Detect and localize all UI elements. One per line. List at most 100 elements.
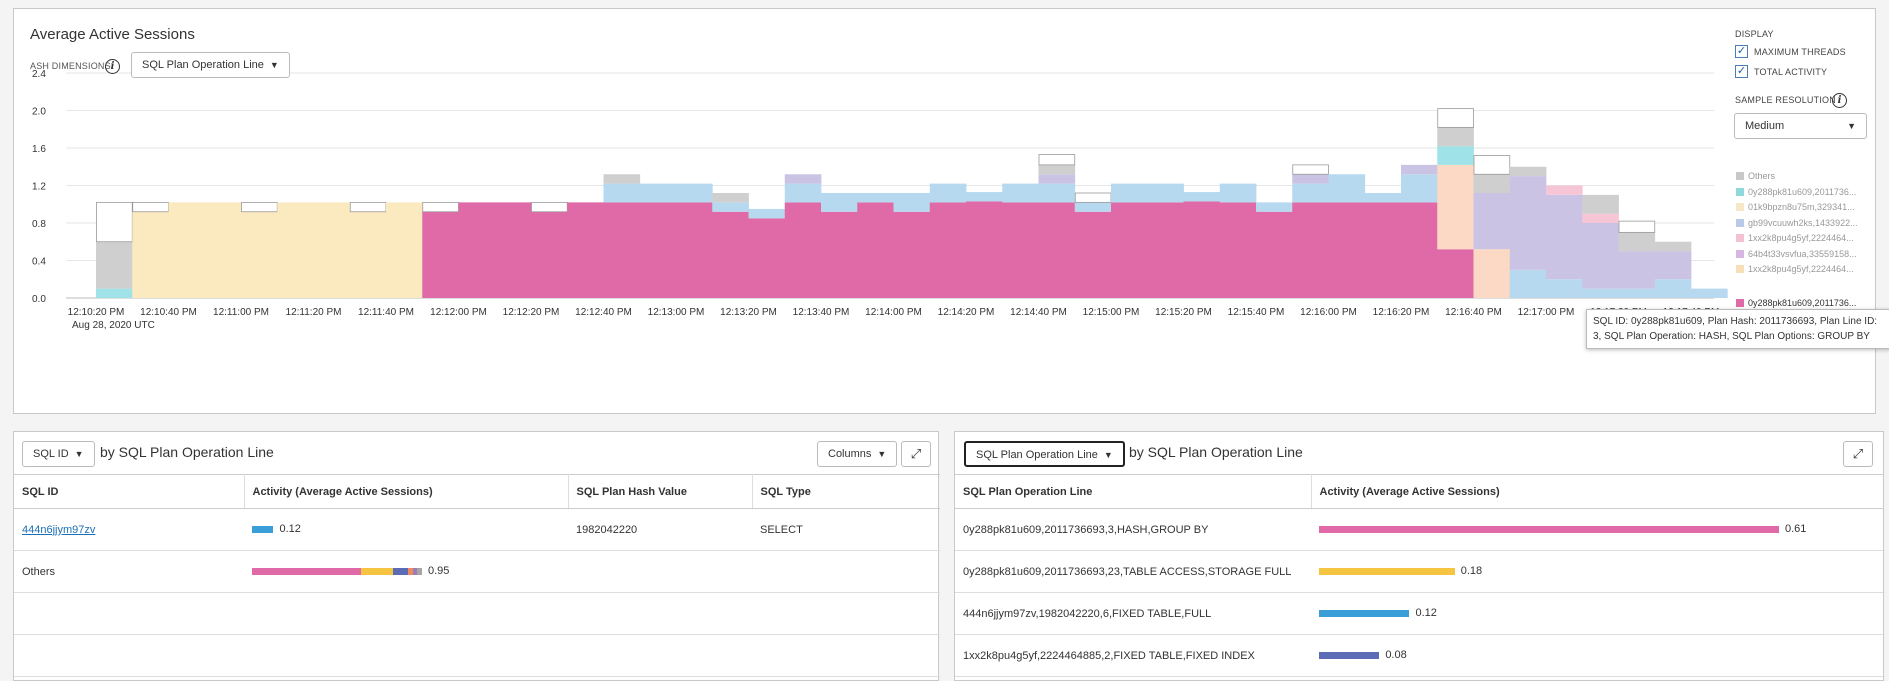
expand-icon[interactable]: ⤢ xyxy=(1843,441,1873,467)
plan-hash-cell xyxy=(568,550,752,593)
table-row[interactable]: 444n6jjym97zv,1982042220,6,FIXED TABLE,F… xyxy=(955,592,1883,635)
area-segment-blue xyxy=(676,183,713,203)
y-tick-label: 0.4 xyxy=(32,257,46,268)
caret-down-icon: ▼ xyxy=(1847,121,1856,131)
table-row[interactable]: 0y288pk81u609,2011736693,23,TABLE ACCESS… xyxy=(955,550,1883,593)
legend-swatch xyxy=(1736,234,1744,242)
legend-item[interactable]: Others xyxy=(1736,171,1876,181)
x-tick-label: 12:11:00 PM xyxy=(213,307,269,318)
legend-item[interactable]: 0y288pk81u609,2011736... xyxy=(1736,298,1876,308)
sql-id-cell[interactable]: 444n6jjym97zv xyxy=(14,508,244,551)
area-segment-blue xyxy=(1364,193,1402,203)
area-segment-pink xyxy=(821,211,858,298)
area-segment-blue xyxy=(821,193,858,212)
y-tick-label: 1.2 xyxy=(32,182,46,193)
column-header[interactable]: SQL Plan Operation Line xyxy=(955,474,1312,509)
info-icon[interactable]: i xyxy=(1832,93,1847,108)
sql-id-link[interactable]: 444n6jjym97zv xyxy=(22,523,96,536)
column-header[interactable]: Activity (Average Active Sessions) xyxy=(244,474,569,509)
activity-bar-segment xyxy=(1319,609,1410,617)
max-threads-segment xyxy=(1038,154,1076,166)
plan-hash-cell: 1982042220 xyxy=(568,508,752,551)
legend-item[interactable]: 0y288pk81u609,2011736... xyxy=(1736,187,1876,197)
area-segment-pink xyxy=(712,211,749,298)
area-segment-blue xyxy=(1074,202,1112,212)
info-icon[interactable]: i xyxy=(105,59,120,74)
area-segment-purple xyxy=(1292,174,1329,184)
max-threads-segment xyxy=(422,201,459,213)
x-tick-label: 12:10:40 PM xyxy=(140,307,197,318)
max-threads-segment xyxy=(1618,220,1656,233)
sample-resolution-select[interactable]: Medium ▼ xyxy=(1734,113,1867,139)
max-threads-segment xyxy=(1437,108,1474,128)
area-segment-pink xyxy=(676,202,713,298)
expand-icon[interactable]: ⤢ xyxy=(901,441,931,467)
dimension-select[interactable]: SQL Plan Operation Line ▼ xyxy=(964,441,1125,467)
table-row[interactable]: 0y288pk81u609,2011736693,3,HASH,GROUP BY… xyxy=(955,508,1883,551)
x-tick-label: 12:12:20 PM xyxy=(503,307,560,318)
dimension-select-value: SQL Plan Operation Line xyxy=(976,449,1098,461)
y-tick-label: 2.0 xyxy=(32,107,46,118)
x-tick-label: 12:16:20 PM xyxy=(1373,307,1430,318)
column-header[interactable]: Activity (Average Active Sessions) xyxy=(1311,474,1883,509)
activity-cell: 0.61 xyxy=(1311,508,1883,551)
total-activity-checkbox[interactable]: ✓ xyxy=(1735,65,1748,78)
area-segment-teal xyxy=(1437,146,1474,165)
x-tick-label: 12:13:40 PM xyxy=(793,307,850,318)
plan-line-cell: 444n6jjym97zv,1982042220,6,FIXED TABLE,F… xyxy=(955,592,1311,635)
max-threads-segment xyxy=(241,201,278,213)
ash-dimensions-label: ASH DIMENSIONS xyxy=(30,61,111,71)
activity-bar-segment xyxy=(1319,651,1380,659)
activity-bar-segment xyxy=(1319,525,1779,533)
area-segment-blue xyxy=(1038,183,1076,203)
activity-bar-segment xyxy=(407,567,414,575)
legend-item[interactable]: 1xx2k8pu4g5yf,2224464... xyxy=(1736,264,1876,274)
panel-header: SQL ID ▼ by SQL Plan Operation Line Colum… xyxy=(14,432,938,474)
date-label: Aug 28, 2020 UTC xyxy=(72,320,155,331)
area-segment-pink xyxy=(1328,202,1366,298)
plan-line-cell: 1xx2k8pu4g5yf,2224464885,2,FIXED TABLE,F… xyxy=(955,634,1311,677)
ash-dimension-select[interactable]: SQL Plan Operation Line ▼ xyxy=(131,52,290,78)
legend-item[interactable]: 01k9bpzn8u75m,329341... xyxy=(1736,202,1876,212)
plan-line-cell: 0y288pk81u609,2011736693,23,TABLE ACCESS… xyxy=(955,550,1311,593)
area-segment-gray xyxy=(1473,174,1511,193)
area-segment-yellow xyxy=(277,202,314,298)
legend-item[interactable]: 1xx2k8pu4g5yf,2224464... xyxy=(1736,233,1876,243)
area-segment-purple xyxy=(1618,251,1656,289)
maximum-threads-checkbox[interactable]: ✓ xyxy=(1735,45,1748,58)
dimension-select[interactable]: SQL ID ▼ xyxy=(22,441,95,467)
activity-bar: 0.12 xyxy=(252,523,301,535)
caret-down-icon: ▼ xyxy=(269,60,279,70)
sql-id-cell: Others xyxy=(14,550,244,593)
area-segment-pink xyxy=(784,202,822,298)
columns-button[interactable]: Columns ▼ xyxy=(817,441,898,467)
caret-down-icon: ▼ xyxy=(1103,450,1113,460)
area-segment-blue xyxy=(966,192,1003,202)
x-tick-label: 12:15:20 PM xyxy=(1155,307,1212,318)
table-row[interactable]: 444n6jjym97zv 0.12 1982042220 SELECT xyxy=(14,508,940,551)
table-row[interactable]: 1xx2k8pu4g5yf,2224464885,2,FIXED TABLE,F… xyxy=(955,634,1883,677)
by-label: by SQL Plan Operation Line xyxy=(1129,444,1303,460)
area-segment-gray xyxy=(1437,127,1474,147)
x-tick-label: 12:14:40 PM xyxy=(1010,307,1067,318)
table-body: 0y288pk81u609,2011736693,3,HASH,GROUP BY… xyxy=(955,508,1883,677)
column-header[interactable]: SQL ID xyxy=(14,474,245,509)
area-segment-pink xyxy=(748,218,786,298)
area-segment-lightpink xyxy=(1546,185,1583,195)
x-tick-label: 12:15:00 PM xyxy=(1083,307,1140,318)
table-row[interactable]: Others 0.95 xyxy=(14,550,940,593)
column-header[interactable]: SQL Type xyxy=(752,474,940,509)
area-segment-purple xyxy=(1546,194,1583,280)
legend-item[interactable]: 64b4t33vsvfua,33559158... xyxy=(1736,249,1876,259)
x-tick-label: 12:11:40 PM xyxy=(358,307,414,318)
legend-swatch xyxy=(1736,299,1744,307)
legend-label: 1xx2k8pu4g5yf,2224464... xyxy=(1748,233,1854,243)
area-segment-purple xyxy=(1401,164,1438,175)
activity-bar-segment xyxy=(361,567,394,575)
table-body: 444n6jjym97zv 0.12 1982042220 SELECT Others 0… xyxy=(14,508,940,677)
legend-item[interactable]: gb99vcuuwh2ks,1433922... xyxy=(1736,218,1876,228)
area-segment-peach xyxy=(1437,164,1474,250)
column-header[interactable]: SQL Plan Hash Value xyxy=(568,474,753,509)
activity-bar: 0.12 xyxy=(1319,607,1437,619)
table-header-row: SQL ID Activity (Average Active Sessions… xyxy=(14,474,940,509)
